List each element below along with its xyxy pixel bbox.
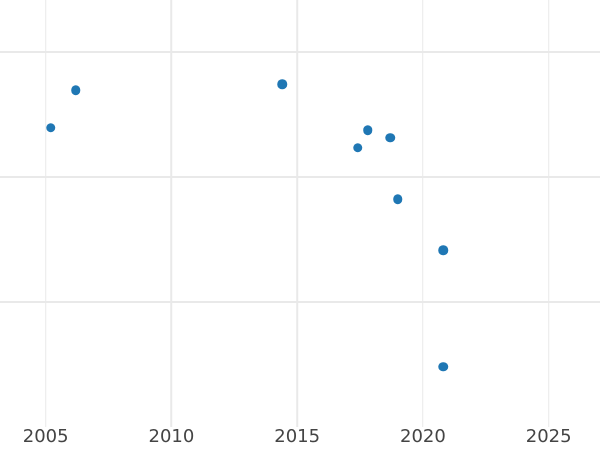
x-tick-label: 2010 bbox=[148, 426, 195, 447]
data-point bbox=[71, 85, 81, 96]
data-point bbox=[385, 133, 395, 143]
y-gridline bbox=[0, 175, 600, 178]
x-gridline bbox=[296, 0, 298, 427]
y-gridline bbox=[0, 50, 600, 53]
x-gridline bbox=[547, 0, 550, 427]
x-tick-label: 2015 bbox=[274, 426, 321, 447]
data-point bbox=[438, 361, 448, 372]
data-point bbox=[45, 123, 56, 133]
data-point bbox=[438, 245, 448, 256]
data-point bbox=[393, 194, 403, 204]
x-gridline bbox=[422, 0, 424, 427]
data-point bbox=[362, 125, 373, 136]
x-gridline bbox=[44, 0, 47, 427]
x-tick-label: 2025 bbox=[525, 426, 572, 447]
x-tick-label: 2005 bbox=[22, 426, 69, 447]
data-point bbox=[352, 143, 363, 153]
data-point bbox=[277, 79, 287, 89]
x-tick-label: 2020 bbox=[400, 426, 446, 447]
x-gridline bbox=[170, 0, 173, 427]
y-gridline bbox=[0, 300, 600, 303]
